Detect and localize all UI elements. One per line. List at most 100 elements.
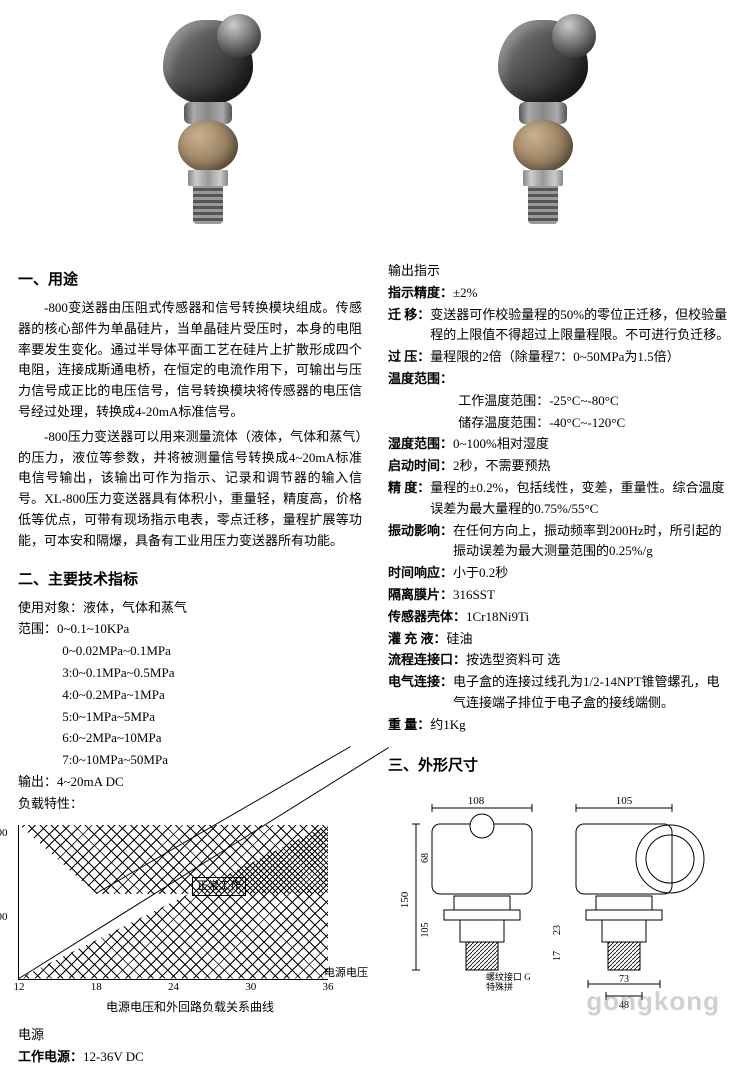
spec-vibration-value: 在任何方向上，振动频率到200Hz时，所引起的振动误差为最大测量范围的0.25%… bbox=[453, 521, 732, 563]
sensor-bulb-shape bbox=[178, 120, 238, 172]
spec-time: 时间响应：小于0.2秒 bbox=[388, 563, 732, 584]
spec-target: 使用对象：液体，气体和蒸气 bbox=[18, 598, 362, 619]
spec-housing: 传感器壳体：1Cr18Ni9Ti bbox=[388, 607, 732, 628]
chart-hatch-region bbox=[19, 825, 328, 894]
spec-shift-value: 变送器可作校验量程的50%的零位正迁移，但校验量程的上限值不得超过上限量程限。不… bbox=[430, 305, 732, 347]
spec-range-row-0: 范围：0~0.1~10KPa bbox=[18, 619, 362, 640]
product-image-right bbox=[473, 20, 613, 230]
spec-overpressure-value: 量程限的2倍（除量程7：0~50MPa为1.5倍） bbox=[430, 347, 732, 368]
chart-xtick: 30 bbox=[245, 979, 256, 997]
spec-accuracy-value: 量程的±0.2%，包括线性，变差，重量性。综合温度误差为最大量程的0.75%/5… bbox=[430, 478, 732, 520]
product-images-row bbox=[0, 0, 750, 260]
dim-height-1: 150 bbox=[399, 891, 411, 908]
section-2-title: 二、主要技术指标 bbox=[18, 568, 362, 592]
output-indicator-heading: 输出指示 bbox=[388, 261, 732, 282]
sensor-cap-shape bbox=[211, 8, 266, 63]
sensor-head-shape bbox=[498, 20, 588, 105]
chart-ytick: 200 bbox=[0, 825, 8, 843]
dim-height-2: 68 bbox=[420, 853, 431, 863]
spec-housing-label: 传感器壳体： bbox=[388, 609, 466, 624]
dim-top-2: 105 bbox=[616, 795, 633, 807]
spec-output-label: 输出： bbox=[18, 774, 57, 789]
spec-work-temp: 工作温度范围：-25°C~-80°C bbox=[388, 391, 732, 412]
spec-temp-heading: 温度范围： bbox=[388, 369, 732, 390]
spec-overpressure: 过 压： 量程限的2倍（除量程7：0~50MPa为1.5倍） bbox=[388, 347, 732, 368]
spec-fill-value: 硅油 bbox=[447, 631, 473, 646]
spec-range-value-5: 6:0~2MPa~10MPa bbox=[18, 728, 362, 749]
dim-thread-note: 特殊拼 bbox=[486, 981, 513, 992]
spec-store-temp: 储存温度范围：-40°C~-120°C bbox=[388, 413, 732, 434]
sensor-bulb-shape bbox=[513, 120, 573, 172]
right-column: 输出指示 指示精度：±2% 迁 移： 变送器可作校验量程的50%的零位正迁移，但… bbox=[388, 260, 732, 1068]
dim-top-1: 108 bbox=[468, 795, 485, 807]
spec-process: 流程连接口：按选型资料可 选 bbox=[388, 650, 732, 671]
spec-housing-value: 1Cr18Ni9Ti bbox=[466, 609, 529, 624]
content-columns: 一、用途 -800变送器由压阻式传感器和信号转换模块组成。传感器的核心部件为单晶… bbox=[0, 260, 750, 1086]
product-image-left bbox=[138, 20, 278, 230]
spec-humidity-value: 0~100%相对湿度 bbox=[453, 436, 549, 451]
spec-store-temp-label: 储存温度范围： bbox=[458, 415, 549, 430]
section-1-title: 一、用途 bbox=[18, 268, 362, 292]
power-heading: 电源 bbox=[18, 1025, 362, 1046]
spec-work-temp-value: -25°C~-80°C bbox=[549, 393, 618, 408]
spec-vibration: 振动影响： 在任何方向上，振动频率到200Hz时，所引起的振动误差为最大测量范围… bbox=[388, 521, 732, 563]
spec-elec-label: 电气连接： bbox=[388, 672, 453, 714]
chart-xtick: 12 bbox=[14, 979, 25, 997]
chart-xtick: 18 bbox=[91, 979, 102, 997]
sensor-cap-shape bbox=[546, 8, 601, 63]
power-value: 12-36V DC bbox=[83, 1049, 144, 1064]
spec-humidity-label: 湿度范围： bbox=[388, 436, 453, 451]
spec-weight-label: 重 量： bbox=[388, 717, 430, 732]
spec-fill: 灌 充 液：硅油 bbox=[388, 629, 732, 650]
spec-diaphragm-value: 316SST bbox=[453, 587, 495, 602]
spec-output: 输出：4~20mA DC bbox=[18, 772, 362, 793]
power-spec: 工作电源：12-36V DC bbox=[18, 1047, 362, 1068]
chart-xtick: 36 bbox=[323, 979, 334, 997]
spec-range-value-2: 3:0~0.1MPa~0.5MPa bbox=[18, 663, 362, 684]
left-column: 一、用途 -800变送器由压阻式传感器和信号转换模块组成。传感器的核心部件为单晶… bbox=[18, 260, 362, 1068]
dim-height-3: 105 bbox=[420, 922, 431, 937]
dim-bottom-2: 48 bbox=[619, 1000, 629, 1011]
sensor-head-shape bbox=[163, 20, 253, 105]
spec-fill-label: 灌 充 液： bbox=[388, 631, 447, 646]
sensor-hex-shape bbox=[188, 170, 228, 186]
dimension-svg: 108 105 150 68 105 23 17 73 48 螺纹接口 G 特殊… bbox=[388, 784, 708, 1014]
intro-paragraph-1: -800变送器由压阻式传感器和信号转换模块组成。传感器的核心部件为单晶硅片，当单… bbox=[18, 298, 362, 423]
spec-humidity: 湿度范围：0~100%相对湿度 bbox=[388, 434, 732, 455]
spec-store-temp-value: -40°C~-120°C bbox=[549, 415, 625, 430]
spec-range-value-3: 4:0~0.2MPa~1MPa bbox=[18, 685, 362, 706]
sensor-thread-shape bbox=[193, 186, 223, 224]
spec-indication-accuracy: 指示精度：±2% bbox=[388, 283, 732, 304]
spec-range-value-0: 0~0.1~10KPa bbox=[57, 621, 129, 636]
spec-ind-accuracy-value: ±2% bbox=[453, 285, 477, 300]
power-label: 工作电源： bbox=[18, 1049, 83, 1064]
spec-weight-value: 约1Kg bbox=[430, 717, 465, 732]
spec-work-temp-label: 工作温度范围： bbox=[458, 393, 549, 408]
spec-weight: 重 量：约1Kg bbox=[388, 715, 732, 736]
spec-target-value: 液体，气体和蒸气 bbox=[83, 600, 187, 615]
chart-ytick: 600 bbox=[0, 909, 8, 927]
spec-diaphragm-label: 隔离膜片： bbox=[388, 587, 453, 602]
section-3-title: 三、外形尺寸 bbox=[388, 754, 732, 778]
dim-thread-label: 螺纹接口 G bbox=[486, 971, 531, 982]
spec-shift: 迁 移： 变送器可作校验量程的50%的零位正迁移，但校验量程的上限值不得超过上限… bbox=[388, 305, 732, 347]
spec-startup-label: 启动时间： bbox=[388, 458, 453, 473]
dim-bottom-1: 73 bbox=[619, 974, 629, 985]
intro-paragraph-2: -800压力变送器可以用来测量流体（液体，气体和蒸气）的压力，液位等参数，并将被… bbox=[18, 427, 362, 552]
spec-elec-value: 电子盒的连接过线孔为1/2-14NPT锥管螺孔，电气连接端子排位于电子盒的接线端… bbox=[453, 672, 732, 714]
chart-caption: 电源电压和外回路负载关系曲线 bbox=[18, 998, 362, 1017]
spec-range-label: 范围： bbox=[18, 621, 57, 636]
spec-overpressure-label: 过 压： bbox=[388, 347, 430, 368]
dim-height-5: 17 bbox=[552, 951, 563, 961]
dim-height-4: 23 bbox=[552, 925, 563, 935]
sensor-thread-shape bbox=[528, 186, 558, 224]
spec-temp-heading-label: 温度范围： bbox=[388, 371, 453, 386]
spec-accuracy: 精 度： 量程的±0.2%，包括线性，变差，重量性。综合温度误差为最大量程的0.… bbox=[388, 478, 732, 520]
spec-time-label: 时间响应： bbox=[388, 565, 453, 580]
spec-shift-label: 迁 移： bbox=[388, 305, 430, 347]
spec-startup: 启动时间：2秒，不需要预热 bbox=[388, 456, 732, 477]
spec-ind-accuracy-label: 指示精度： bbox=[388, 285, 453, 300]
load-characteristic-chart: 正常工作 电源电压 2006001218243036 bbox=[18, 825, 328, 980]
sensor-hex-shape bbox=[523, 170, 563, 186]
spec-vibration-label: 振动影响： bbox=[388, 521, 453, 563]
